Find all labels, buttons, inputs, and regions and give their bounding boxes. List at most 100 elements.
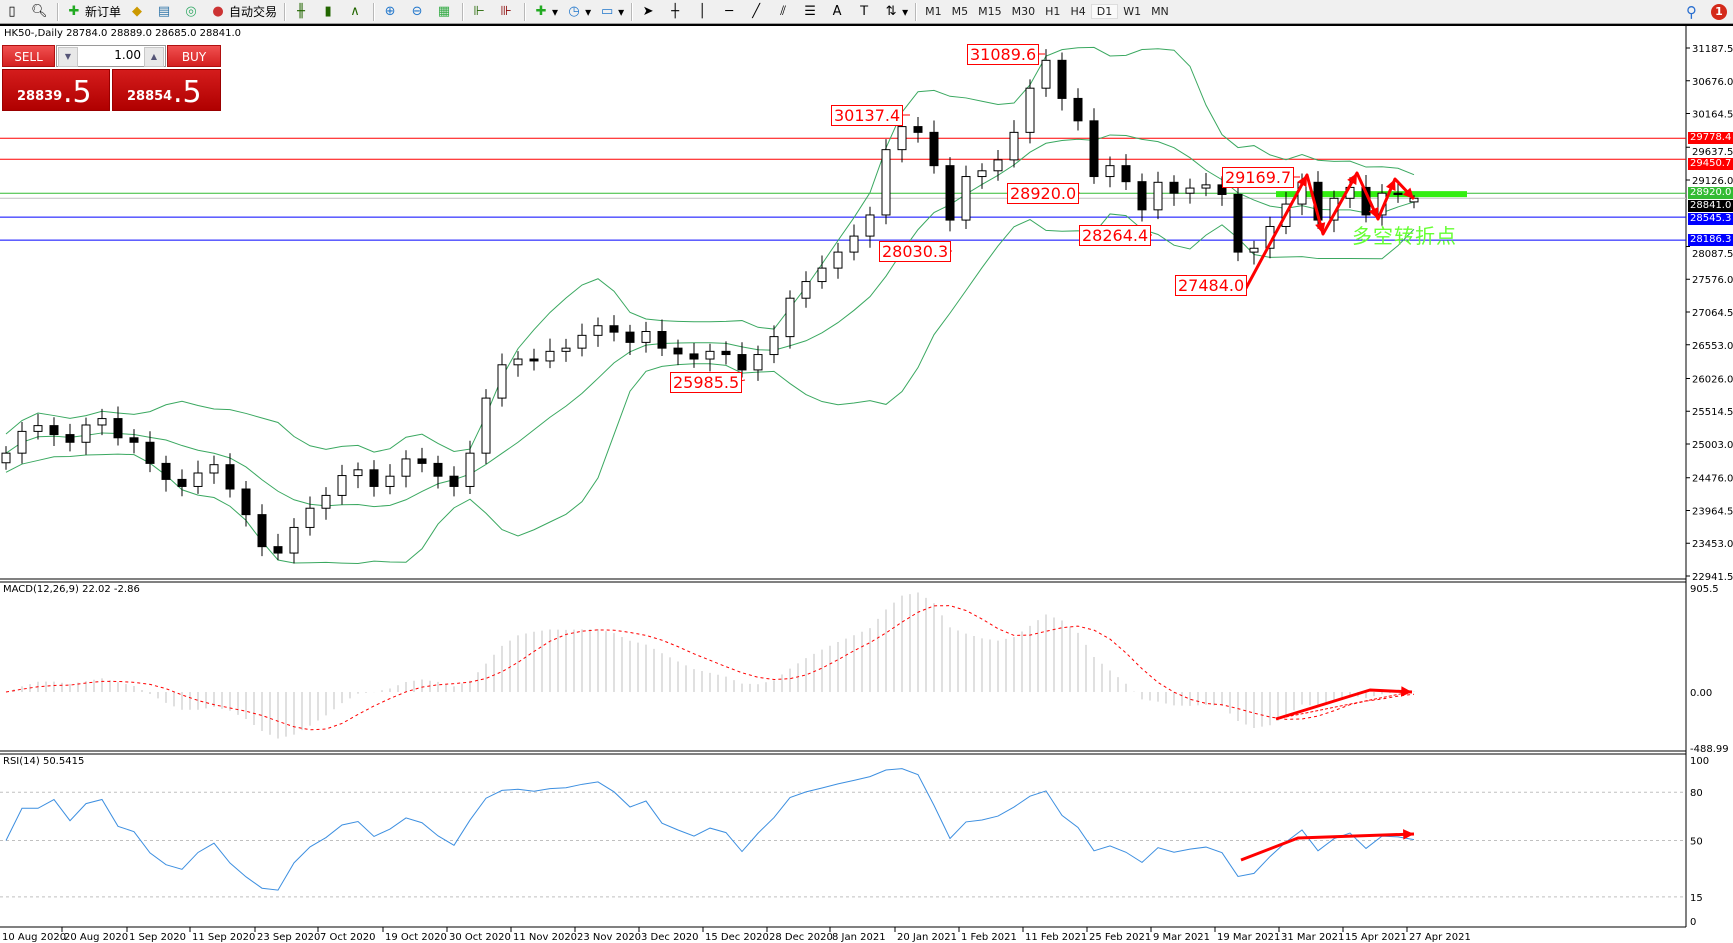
buy-price-box[interactable]: 28854 .5 [112, 69, 221, 111]
channel-tool[interactable]: ⫽ [771, 1, 798, 22]
macd-trend-arrow [1275, 688, 1413, 721]
timeframe-m15[interactable]: M15 [978, 5, 1002, 18]
line-chart-icon: ∧ [350, 3, 360, 19]
template-icon: ▭ [600, 3, 614, 19]
arrows-tool[interactable]: ⇅ ▾ [879, 1, 912, 22]
vertical-line-tool[interactable]: │ [690, 1, 717, 22]
periods-button[interactable]: ◷ ▾ [562, 1, 595, 22]
candle-bull [97, 418, 107, 426]
timeframe-h1[interactable]: H1 [1045, 5, 1061, 18]
lot-stepper[interactable]: ▼ 1.00 ▲ [56, 45, 166, 67]
candle-bull [593, 325, 603, 336]
buy-button[interactable]: BUY [167, 45, 221, 67]
cursor-tool[interactable]: ➤ [636, 1, 663, 22]
date-tick-label: 27 Apr 2021 [1409, 932, 1471, 943]
zoom-out-button[interactable]: ⊖ [405, 1, 432, 22]
candle-bear [1393, 192, 1403, 195]
scripts-button[interactable]: ▤ [152, 1, 179, 22]
date-tick-label: 30 Oct 2020 [449, 932, 511, 943]
timeframe-w1[interactable]: W1 [1123, 5, 1142, 18]
zoom-in-button[interactable]: ⊕ [378, 1, 405, 22]
date-tick-label: 15 Apr 2021 [1345, 932, 1407, 943]
lot-input[interactable]: 1.00 [114, 48, 141, 62]
candle-bull [1, 452, 11, 464]
zoom-chart-button[interactable]: 🔍︎ [27, 1, 54, 22]
candle-bull [1153, 181, 1163, 211]
candle-bear [1137, 181, 1147, 211]
timeframe-m30[interactable]: M30 [1011, 5, 1036, 18]
auto-trading-button[interactable]: ● 自动交易 [206, 1, 281, 22]
timeframe-m1[interactable]: M1 [925, 5, 942, 18]
timeframe-m5[interactable]: M5 [951, 5, 969, 18]
candle-bear [449, 475, 459, 487]
arrow-head [1400, 686, 1412, 697]
candle-bull [193, 472, 203, 487]
metaeditor-button[interactable]: ◆ [125, 1, 152, 22]
text-tool[interactable]: A [825, 1, 852, 22]
crosshair-tool[interactable]: ┼ [663, 1, 690, 22]
bollinger-middle [5, 134, 1415, 508]
price-tick-label: 29637.5 [1692, 147, 1733, 158]
indicators-button[interactable]: ✚ ▾ [529, 1, 562, 22]
lot-decrease-button[interactable]: ▼ [58, 47, 78, 67]
bar-chart-button[interactable]: ╫ [289, 1, 316, 22]
search-icon[interactable]: ⚲ [1686, 2, 1697, 21]
signals-button[interactable]: ◎ [179, 1, 206, 22]
date-tick-label: 1 Sep 2020 [129, 932, 186, 943]
date-tick-label: 3 Dec 2020 [641, 932, 699, 943]
new-order-label: 新订单 [85, 5, 122, 19]
line-chart-button[interactable]: ∧ [343, 1, 370, 22]
arrows-icon: ⇅ [885, 3, 897, 19]
lot-increase-button[interactable]: ▲ [144, 47, 164, 67]
candle-bear [673, 347, 683, 355]
new-order-button[interactable]: ✚ 新订单 [62, 1, 125, 22]
price-label: 29169.7 [1222, 167, 1295, 188]
candle-bear [737, 354, 747, 371]
candle-bull [17, 430, 27, 454]
broadcast-icon: ◎ [185, 3, 197, 19]
candle-bull [785, 297, 795, 338]
candle-bull [801, 281, 811, 299]
arrow-head [1315, 222, 1326, 234]
fibonacci-tool[interactable]: ☰ [798, 1, 825, 22]
new-chart-button[interactable]: ▯ [0, 1, 27, 22]
candle-bull [465, 452, 475, 487]
candle-bull [321, 494, 331, 509]
chart-shift-button[interactable]: ⊪ [494, 1, 521, 22]
timeframe-mn[interactable]: MN [1151, 5, 1169, 18]
price-tick-label: 22941.5 [1692, 572, 1733, 583]
candle-bear [273, 546, 283, 554]
price-tag: 28920.0 [1688, 187, 1733, 200]
candle-bull [865, 214, 875, 237]
autoscroll-button[interactable]: ⊩ [467, 1, 494, 22]
date-tick-label: 31 Mar 2021 [1281, 932, 1344, 943]
timeframe-h4[interactable]: H4 [1070, 5, 1086, 18]
macd-signal-line [5, 605, 1415, 731]
price-tick-label: 30164.5 [1692, 110, 1733, 121]
candle-bull [1009, 131, 1019, 161]
date-tick-label: 10 Aug 2020 [2, 932, 66, 943]
notification-badge[interactable]: 1 [1711, 3, 1727, 20]
candle-bear [49, 425, 59, 436]
text-label-tool[interactable]: Ｔ [852, 1, 879, 22]
macd-pane [5, 592, 1415, 739]
timeframe-d1[interactable]: D1 [1090, 4, 1119, 19]
candlestick-button[interactable]: ▮ [316, 1, 343, 22]
horizontal-line-tool[interactable]: ─ [717, 1, 744, 22]
arrow-head [1347, 173, 1357, 185]
templates-button[interactable]: ▭ ▾ [600, 3, 625, 19]
rsi-trend-arrow [1240, 832, 1415, 862]
sell-button[interactable]: SELL [2, 45, 55, 67]
candle-bull [769, 336, 779, 356]
candle-bear [433, 462, 443, 477]
bar-chart-icon: ╫ [297, 3, 305, 19]
date-tick-label: 19 Mar 2021 [1217, 932, 1280, 943]
fibonacci-icon: ☰ [804, 3, 816, 19]
trendline-tool[interactable]: ╱ [744, 1, 771, 22]
tile-icon: ▦ [437, 3, 451, 19]
sell-price-box[interactable]: 28839 .5 [2, 69, 110, 111]
tile-windows-button[interactable]: ▦ [432, 1, 459, 22]
candle-bear [65, 434, 75, 443]
macd-tick-label: 905.5 [1690, 584, 1719, 595]
